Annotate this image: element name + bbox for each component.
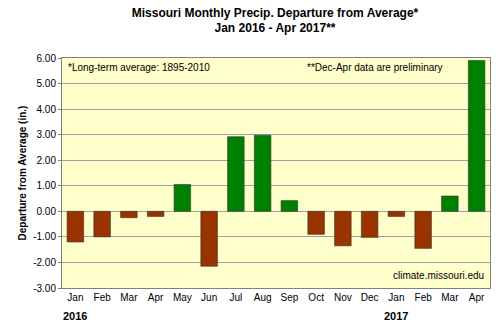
svg-text:Apr: Apr: [148, 292, 164, 303]
svg-text:Jul: Jul: [229, 292, 242, 303]
svg-text:Sep: Sep: [280, 292, 298, 303]
svg-text:Jan: Jan: [67, 292, 83, 303]
svg-text:Nov: Nov: [334, 292, 352, 303]
svg-text:0.00: 0.00: [37, 206, 57, 217]
svg-text:6.00: 6.00: [37, 53, 57, 64]
svg-text:-1.00: -1.00: [33, 231, 56, 242]
svg-text:*Long-term average: 1895-2010: *Long-term average: 1895-2010: [68, 62, 210, 73]
svg-text:Feb: Feb: [94, 292, 112, 303]
svg-text:4.00: 4.00: [37, 104, 57, 115]
svg-text:5.00: 5.00: [37, 78, 57, 89]
svg-text:Dec: Dec: [361, 292, 379, 303]
svg-text:climate.missouri.edu: climate.missouri.edu: [393, 270, 484, 281]
svg-text:-2.00: -2.00: [33, 257, 56, 268]
svg-text:Feb: Feb: [415, 292, 433, 303]
svg-text:1.00: 1.00: [37, 180, 57, 191]
svg-text:3.00: 3.00: [37, 129, 57, 140]
svg-text:Jun: Jun: [201, 292, 217, 303]
svg-text:2017: 2017: [384, 310, 408, 322]
svg-text:Departure from Average (in.): Departure from Average (in.): [17, 106, 28, 241]
svg-text:2016: 2016: [63, 310, 87, 322]
svg-text:Jan: Jan: [388, 292, 404, 303]
svg-text:May: May: [173, 292, 192, 303]
svg-text:Aug: Aug: [254, 292, 272, 303]
svg-text:-3.00: -3.00: [33, 283, 56, 294]
svg-text:Mar: Mar: [441, 292, 459, 303]
svg-text:**Dec-Apr data are preliminary: **Dec-Apr data are preliminary: [307, 62, 443, 73]
svg-text:Apr: Apr: [469, 292, 485, 303]
svg-text:2.00: 2.00: [37, 155, 57, 166]
svg-text:Oct: Oct: [308, 292, 324, 303]
svg-text:Mar: Mar: [120, 292, 138, 303]
svg-text:Missouri Monthly Precip. Depar: Missouri Monthly Precip. Departure from …: [132, 6, 419, 36]
